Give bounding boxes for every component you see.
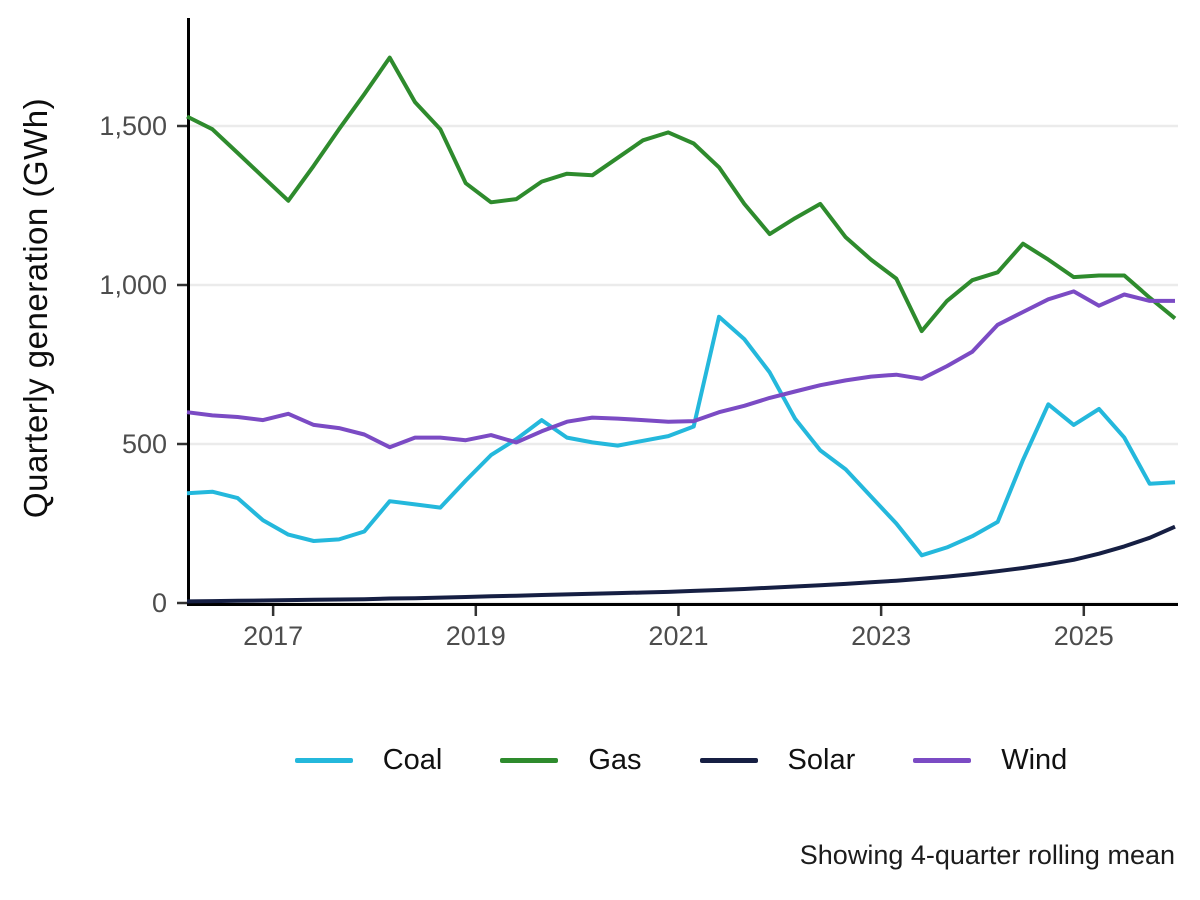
legend-item-wind: Wind [913, 744, 1067, 777]
x-tick-label: 2025 [1054, 621, 1114, 651]
y-axis-title: Quarterly generation (GWh) [17, 97, 54, 519]
y-tick-label: 1,500 [99, 111, 167, 141]
legend-label-gas: Gas [588, 744, 642, 776]
coal-line [186, 314, 1176, 558]
line-chart-canvas: 0 500 1,000 1,500 2017 2019 2021 2023 2025 [99, 18, 1178, 651]
legend: Coal Gas Solar Wind [187, 744, 1175, 777]
gas-line [186, 55, 1177, 334]
y-tick-label: 500 [122, 429, 167, 459]
y-tick-label: 1,000 [99, 270, 167, 300]
gas-line-swatch [500, 758, 559, 763]
wind-line [186, 289, 1175, 450]
x-tick-label: 2021 [648, 621, 708, 651]
wind-line-swatch [913, 758, 972, 763]
coal-line-swatch [294, 758, 353, 763]
legend-label-coal: Coal [382, 744, 443, 776]
chart-caption: Showing 4-quarter rolling mean [799, 840, 1175, 870]
solar-line-swatch [699, 758, 758, 763]
solar-line [186, 524, 1176, 604]
legend-item-coal: Coal [294, 744, 443, 777]
x-tick-label: 2019 [446, 621, 506, 651]
x-tick-label: 2023 [851, 621, 911, 651]
legend-label-solar: Solar [787, 744, 856, 776]
legend-item-gas: Gas [500, 744, 642, 777]
legend-item-solar: Solar [699, 744, 856, 777]
y-tick-label: 0 [152, 588, 167, 618]
x-tick-label: 2017 [243, 621, 303, 651]
legend-label-wind: Wind [1001, 744, 1068, 776]
